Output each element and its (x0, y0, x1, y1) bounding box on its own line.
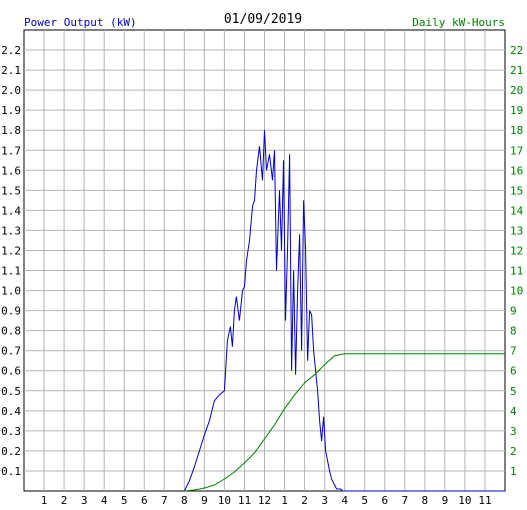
x-tick-label: 1 (281, 494, 288, 507)
x-tick-label: 9 (442, 494, 449, 507)
y-right-tick-label: 7 (510, 345, 517, 358)
y-right-tick-label: 6 (510, 365, 517, 378)
x-tick-label: 6 (381, 494, 388, 507)
x-tick-label: 8 (181, 494, 188, 507)
left-axis-title: Power Output (kW) (24, 16, 137, 29)
y-right-tick-label: 15 (510, 184, 523, 197)
y-right-tick-label: 5 (510, 385, 517, 398)
y-left-tick-label: 0.6 (1, 365, 21, 378)
chart-date: 01/09/2019 (224, 12, 302, 27)
x-tick-label: 10 (218, 494, 231, 507)
y-right-tick-label: 20 (510, 84, 523, 97)
y-left-tick-label: 1.6 (1, 164, 21, 177)
y-left-tick-label: 1.1 (1, 265, 21, 278)
grid-lines (24, 30, 505, 491)
x-tick-label: 1 (41, 494, 48, 507)
y-left-tick-label: 2.0 (1, 84, 21, 97)
x-tick-label: 7 (401, 494, 408, 507)
y-left-tick-label: 2.2 (1, 44, 21, 57)
x-tick-label: 3 (81, 494, 88, 507)
x-tick-label: 8 (422, 494, 429, 507)
x-tick-label: 11 (238, 494, 251, 507)
x-tick-label: 6 (141, 494, 148, 507)
y-right-tick-label: 22 (510, 44, 523, 57)
daily-kwh-line (184, 353, 505, 492)
y-right-tick-label: 2 (510, 445, 517, 458)
y-left-tick-label: 0.7 (1, 345, 21, 358)
y-right-tick-label: 19 (510, 104, 523, 117)
y-right-tick-label: 21 (510, 64, 523, 77)
y-left-tick-label: 2.1 (1, 64, 21, 77)
y-right-tick-label: 11 (510, 265, 523, 278)
y-left-tick-label: 0.9 (1, 305, 21, 318)
x-tick-label: 4 (101, 494, 108, 507)
axis-ticks: 1 2 3 4 5 6 7 8 9 10 11 12 1 2 3 4 5 6 7 8 9 10 110.10.20.30.4… (1, 44, 523, 507)
power-output-line (183, 130, 505, 492)
right-axis-title: Daily kW-Hours (412, 16, 505, 29)
y-right-tick-label: 17 (510, 144, 523, 157)
y-left-tick-label: 1.7 (1, 144, 21, 157)
y-right-tick-label: 16 (510, 164, 523, 177)
y-left-tick-label: 0.1 (1, 465, 21, 478)
y-right-tick-label: 13 (510, 224, 523, 237)
x-tick-label: 2 (301, 494, 308, 507)
y-left-tick-label: 1.0 (1, 285, 21, 298)
y-left-tick-label: 1.9 (1, 104, 21, 117)
y-right-tick-label: 1 (510, 465, 517, 478)
y-right-tick-label: 18 (510, 124, 523, 137)
y-left-tick-label: 0.3 (1, 425, 21, 438)
x-tick-label: 11 (478, 494, 491, 507)
y-left-tick-label: 1.8 (1, 124, 21, 137)
y-left-tick-label: 1.3 (1, 224, 21, 237)
y-right-tick-label: 4 (510, 405, 517, 418)
y-right-tick-label: 8 (510, 325, 517, 338)
y-left-tick-label: 1.4 (1, 204, 21, 217)
y-right-tick-label: 12 (510, 244, 523, 257)
x-tick-label: 4 (341, 494, 348, 507)
y-left-tick-label: 0.5 (1, 385, 21, 398)
y-left-tick-label: 0.2 (1, 445, 21, 458)
y-left-tick-label: 1.2 (1, 244, 21, 257)
x-tick-label: 10 (458, 494, 471, 507)
x-tick-label: 12 (258, 494, 271, 507)
x-tick-label: 5 (361, 494, 368, 507)
y-right-tick-label: 10 (510, 285, 523, 298)
x-tick-label: 2 (61, 494, 68, 507)
x-tick-label: 7 (161, 494, 168, 507)
x-tick-label: 3 (321, 494, 328, 507)
y-left-tick-label: 0.4 (1, 405, 21, 418)
series-layer (183, 130, 505, 492)
x-tick-label: 5 (121, 494, 128, 507)
y-left-tick-label: 1.5 (1, 184, 21, 197)
x-tick-label: 9 (201, 494, 208, 507)
y-right-tick-label: 14 (510, 204, 524, 217)
y-right-tick-label: 3 (510, 425, 517, 438)
y-right-tick-label: 9 (510, 305, 517, 318)
y-left-tick-label: 0.8 (1, 325, 21, 338)
